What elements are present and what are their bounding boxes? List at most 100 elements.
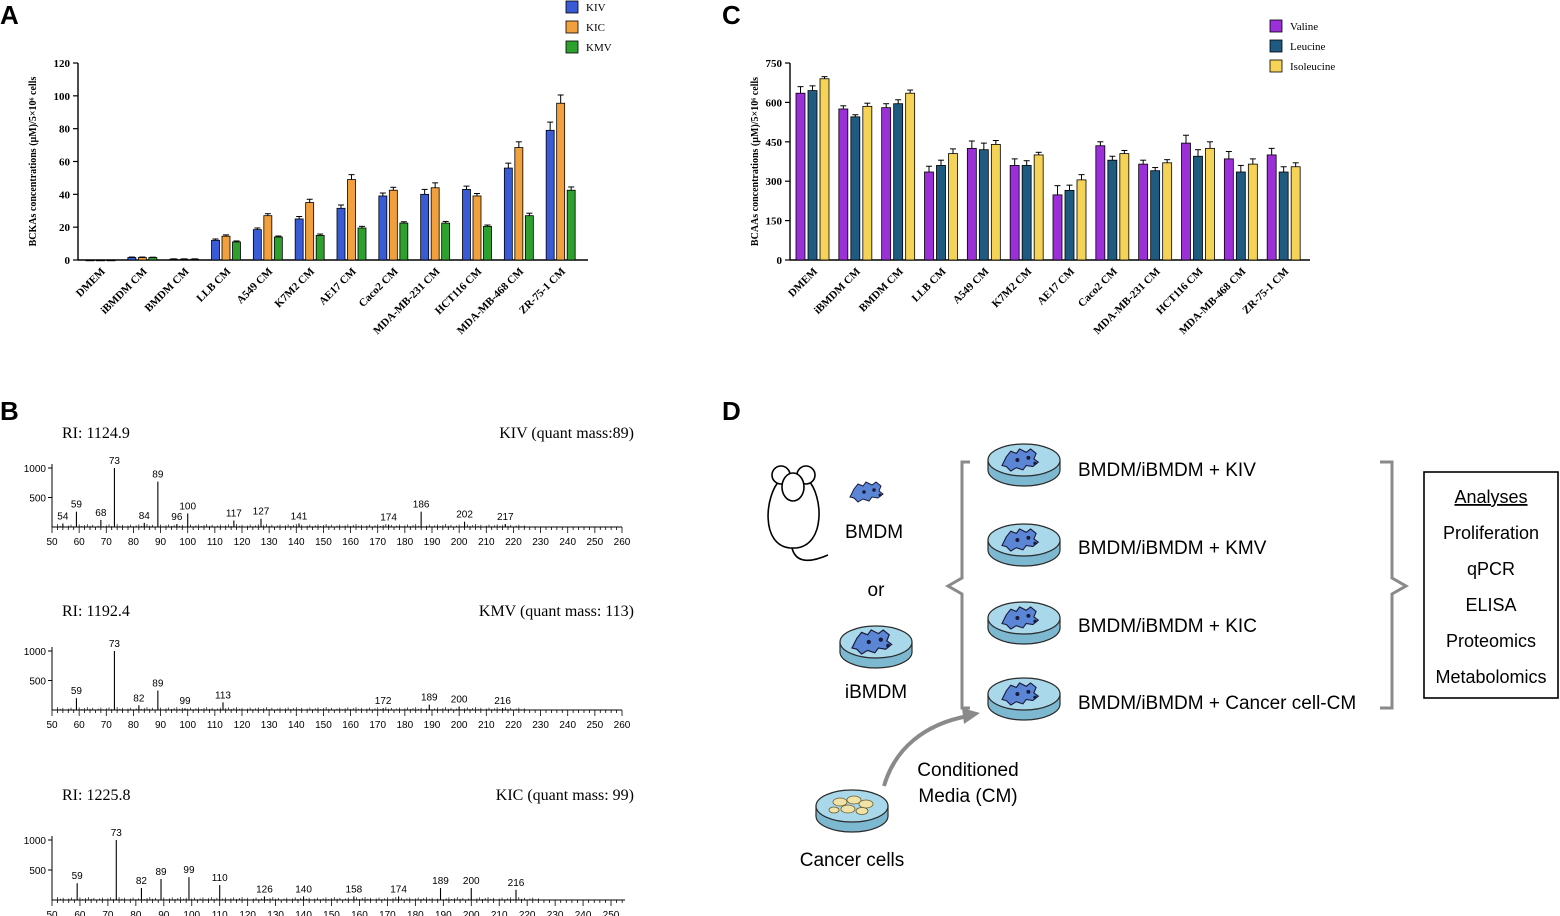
peak-label-200: 200 bbox=[463, 876, 480, 887]
peak-label-59: 59 bbox=[71, 500, 83, 511]
peak-label-99: 99 bbox=[179, 696, 191, 707]
x-tick-label: 130 bbox=[261, 720, 278, 731]
bar-leucine bbox=[1064, 189, 1075, 261]
category-label: DMEM bbox=[786, 265, 820, 299]
x-tick-label: 210 bbox=[478, 537, 495, 548]
category-label: Caco2 CM bbox=[1076, 265, 1121, 310]
x-tick-label: 50 bbox=[46, 910, 58, 916]
bar-kiv bbox=[462, 189, 471, 261]
x-tick-label: 110 bbox=[207, 537, 223, 548]
bar-leucine bbox=[1021, 165, 1032, 261]
bar-kiv bbox=[378, 195, 388, 261]
legend-swatch-leucine bbox=[1269, 39, 1283, 53]
y-tick-label: 0 bbox=[777, 255, 783, 267]
category-label: BMDM CM bbox=[143, 265, 192, 314]
peak-label-54: 54 bbox=[57, 511, 69, 522]
x-tick-label: 120 bbox=[239, 910, 256, 916]
x-tick-label: 90 bbox=[155, 537, 167, 548]
bar-kic bbox=[388, 189, 398, 261]
y-tick-label: 60 bbox=[59, 157, 71, 169]
bckas-bar-chart: 0 20 40 60 80 100 120 BCKAs concentrations (µM)… bbox=[28, 0, 612, 337]
x-tick-label: 60 bbox=[74, 537, 86, 548]
kmv-mass-spectrum: RI: 1192.4 KMV (quant mass: 113) 500 1000… bbox=[24, 603, 634, 731]
bar-kiv bbox=[211, 239, 220, 261]
bar-kic bbox=[472, 195, 482, 261]
bar-isoleucine bbox=[1162, 162, 1173, 261]
condition-label-kmv: BMDM/iBMDM + KMV bbox=[1078, 538, 1267, 559]
x-tick-label: 200 bbox=[451, 537, 468, 548]
panel-letter-d: D bbox=[722, 396, 741, 426]
x-tick-label: 100 bbox=[183, 910, 200, 916]
peak-label-127: 127 bbox=[253, 507, 270, 518]
category-label: LLB CM bbox=[194, 265, 233, 304]
bcaas-bar-chart: 0 150 300 450 600 750 BCAAs concentrations (µM… bbox=[750, 19, 1335, 337]
peak-label-59: 59 bbox=[71, 686, 83, 697]
peak-label-216: 216 bbox=[508, 878, 525, 889]
x-tick-label: 260 bbox=[614, 720, 631, 731]
bar-kic bbox=[305, 202, 315, 261]
y-axis-label: BCAAs concentrations (µM)/5×10⁶ cells bbox=[750, 77, 761, 246]
bar-kmv bbox=[483, 225, 492, 261]
category-label: A549 CM bbox=[951, 265, 992, 306]
x-tick-label: 230 bbox=[532, 720, 549, 731]
y-tick-label: 0 bbox=[65, 255, 71, 267]
cm-label-line1: Conditioned bbox=[917, 760, 1018, 781]
bar-kmv bbox=[315, 234, 325, 261]
x-tick-label: 80 bbox=[128, 720, 140, 731]
y-tick-label: 500 bbox=[29, 866, 46, 877]
peak-label-68: 68 bbox=[95, 508, 107, 519]
kic-ri-label: RI: 1225.8 bbox=[62, 787, 130, 804]
x-tick-label: 200 bbox=[463, 910, 480, 916]
category-label: Caco2 CM bbox=[357, 265, 402, 310]
legend-label-kic: KIC bbox=[586, 22, 605, 34]
bar-leucine bbox=[1193, 155, 1203, 261]
cm-arrow-head bbox=[962, 708, 980, 724]
x-tick-label: 130 bbox=[267, 910, 284, 916]
category-label: AE17 CM bbox=[317, 265, 359, 307]
peak-label-82: 82 bbox=[133, 693, 145, 704]
bar-leucine bbox=[1107, 159, 1118, 261]
x-tick-label: 100 bbox=[179, 720, 196, 731]
peak-label-89: 89 bbox=[152, 679, 164, 690]
legend-label-valine: Valine bbox=[1290, 21, 1318, 33]
analysis-item: Metabolomics bbox=[1435, 667, 1546, 687]
peak-label-99: 99 bbox=[183, 865, 195, 876]
x-tick-label: 240 bbox=[559, 537, 576, 548]
bar-leucine bbox=[850, 116, 861, 261]
condition-kmv-dish-icon bbox=[987, 523, 1061, 567]
kiv-mass-spectrum: RI: 1124.9 KIV (quant mass:89) 500 1000 50… bbox=[24, 425, 634, 548]
bar-valine bbox=[1095, 145, 1106, 261]
peak-label-140: 140 bbox=[295, 884, 312, 895]
peak-label-172: 172 bbox=[375, 696, 392, 707]
peak-label-100: 100 bbox=[179, 501, 196, 512]
bar-isoleucine bbox=[1290, 166, 1301, 261]
bar-leucine bbox=[978, 149, 989, 261]
condition-cm-dish-icon bbox=[987, 677, 1061, 721]
x-tick-label: 170 bbox=[369, 720, 386, 731]
bar-isoleucine bbox=[862, 105, 873, 261]
analysis-item: ELISA bbox=[1465, 595, 1516, 615]
peak-label-217: 217 bbox=[497, 512, 514, 523]
x-tick-label: 60 bbox=[74, 720, 86, 731]
cancer-cells-label: Cancer cells bbox=[800, 850, 905, 871]
peak-label-89: 89 bbox=[155, 867, 167, 878]
bar-kmv bbox=[232, 241, 241, 261]
x-tick-label: 150 bbox=[315, 537, 332, 548]
x-tick-label: 90 bbox=[155, 720, 167, 731]
bar-valine bbox=[795, 92, 806, 261]
x-tick-label: 130 bbox=[261, 537, 278, 548]
x-tick-label: 60 bbox=[74, 910, 86, 916]
legend-label-isoleucine: Isoleucine bbox=[1290, 61, 1335, 73]
peak-label-110: 110 bbox=[212, 873, 228, 884]
y-tick-label: 500 bbox=[29, 494, 46, 505]
y-tick-label: 300 bbox=[766, 176, 783, 188]
legend-swatch-valine bbox=[1269, 19, 1283, 33]
kic-quant-label: KIC (quant mass: 99) bbox=[496, 787, 634, 804]
bar-leucine bbox=[1278, 171, 1289, 261]
category-label: A549 CM bbox=[235, 265, 276, 306]
bar-kic bbox=[221, 235, 231, 261]
bar-kmv bbox=[524, 215, 534, 261]
bmdm-label: BMDM bbox=[845, 522, 903, 543]
y-tick-label: 1000 bbox=[24, 464, 47, 475]
